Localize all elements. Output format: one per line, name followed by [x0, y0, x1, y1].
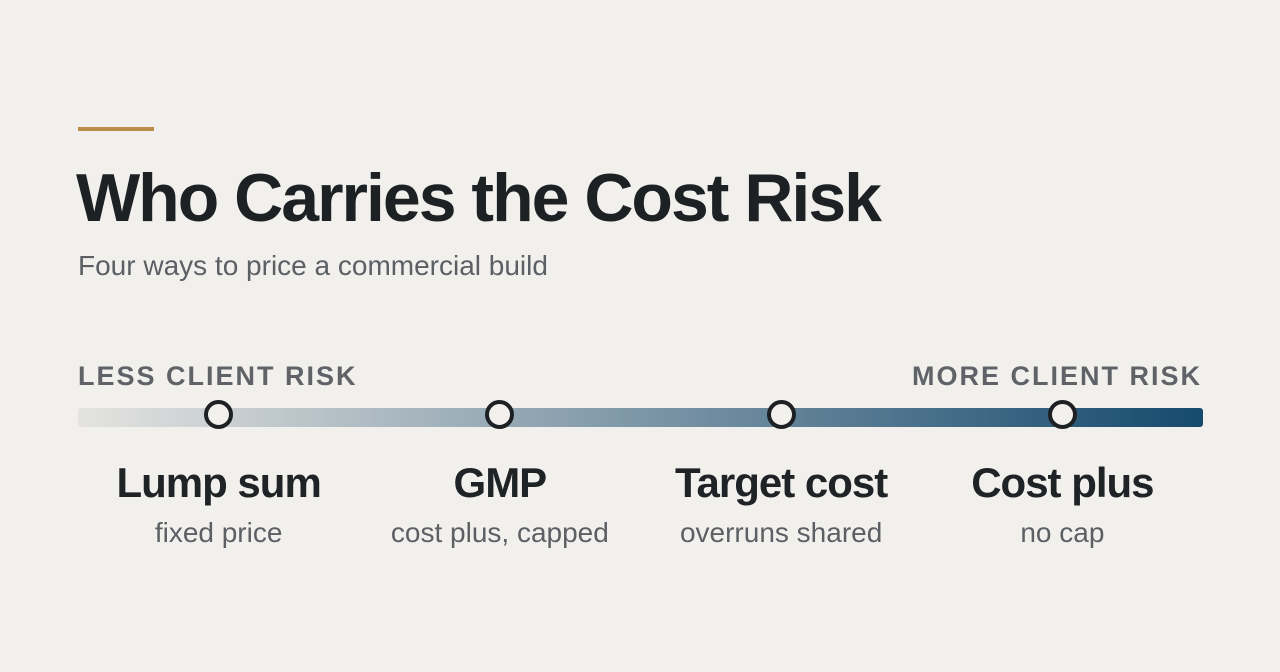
risk-scale-bar [78, 408, 1203, 427]
marker-gmp [485, 400, 515, 429]
option-name-gmp: GMP [453, 459, 548, 506]
option-name-lump-sum: Lump sum [116, 459, 321, 506]
less-client-risk-label: LESS CLIENT RISK [78, 361, 358, 391]
marker-cost-plus [1047, 400, 1077, 429]
more-client-risk-label: MORE CLIENT RISK [911, 361, 1202, 391]
accent-rule [78, 127, 154, 131]
page-subtitle: Four ways to price a commercial build [78, 250, 548, 281]
marker-target-cost [766, 400, 796, 429]
option-description-lump-sum: fixed price [154, 517, 283, 548]
option-description-target-cost: overruns shared [679, 517, 883, 548]
marker-lump-sum [204, 400, 234, 429]
page-title: Who Carries the Cost Risk [76, 160, 882, 236]
option-description-cost-plus: no cap [1020, 517, 1105, 548]
option-description-gmp: cost plus, capped [390, 517, 609, 548]
option-name-cost-plus: Cost plus [971, 459, 1154, 506]
option-name-target-cost: Target cost [674, 459, 888, 506]
